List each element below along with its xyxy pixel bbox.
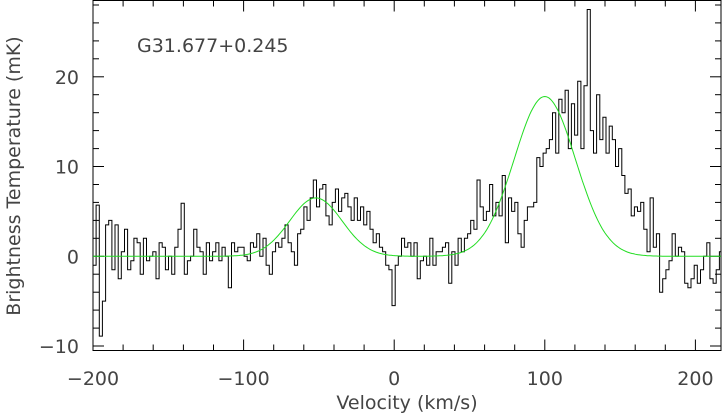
y-tick-label: −10 (39, 336, 79, 358)
plot-frame (92, 0, 722, 351)
x-axis-label: Velocity (km/s) (336, 392, 477, 414)
source-name-label: G31.677+0.245 (137, 35, 289, 57)
y-tick-label: 20 (55, 67, 79, 89)
y-tick-labels: −10 0 10 20 (39, 67, 79, 358)
gaussian-fit-curve (93, 95, 721, 257)
x-tick-labels: −200 −100 0 100 200 (67, 368, 714, 390)
y-axis-label: Brightness Temperature (mK) (3, 36, 25, 315)
x-tick-label: 0 (388, 368, 400, 390)
x-tick-label: −100 (218, 368, 270, 390)
x-tick-label: −200 (67, 368, 119, 390)
y-tick-label: 0 (67, 246, 79, 268)
axis-ticks (92, 0, 721, 351)
x-tick-label: 200 (677, 368, 713, 390)
y-tick-label: 10 (55, 157, 79, 179)
x-tick-label: 100 (527, 368, 563, 390)
spectrum-histogram-line (93, 9, 722, 337)
